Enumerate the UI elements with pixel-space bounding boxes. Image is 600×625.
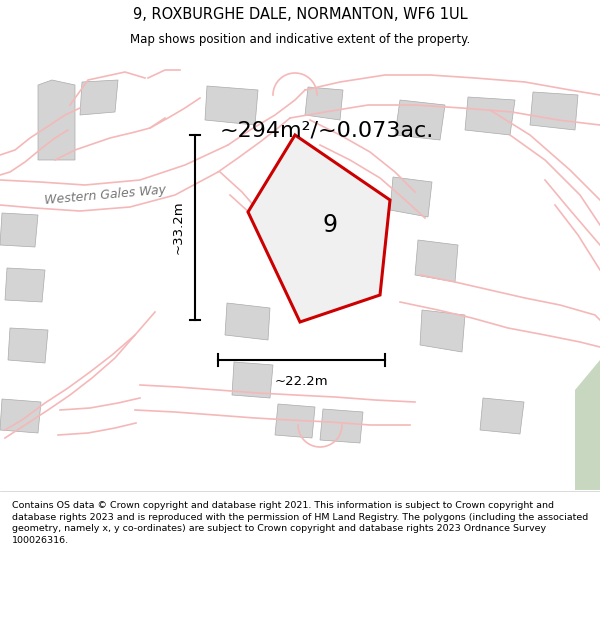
Polygon shape: [480, 398, 524, 434]
Polygon shape: [395, 100, 445, 140]
Text: Western Gales Way: Western Gales Way: [44, 183, 166, 207]
Polygon shape: [232, 362, 273, 398]
Polygon shape: [8, 328, 48, 363]
Text: Contains OS data © Crown copyright and database right 2021. This information is : Contains OS data © Crown copyright and d…: [12, 501, 588, 545]
Text: ~294m²/~0.073ac.: ~294m²/~0.073ac.: [220, 120, 434, 140]
Polygon shape: [305, 87, 343, 120]
Text: Map shows position and indicative extent of the property.: Map shows position and indicative extent…: [130, 32, 470, 46]
Text: ~33.2m: ~33.2m: [172, 201, 185, 254]
Polygon shape: [0, 213, 38, 247]
Polygon shape: [38, 80, 75, 160]
Text: ~22.2m: ~22.2m: [275, 375, 328, 388]
Polygon shape: [5, 268, 45, 302]
Polygon shape: [530, 92, 578, 130]
Polygon shape: [205, 86, 258, 125]
Polygon shape: [0, 399, 41, 433]
Polygon shape: [415, 240, 458, 282]
Polygon shape: [420, 310, 465, 352]
Polygon shape: [575, 360, 600, 490]
Polygon shape: [390, 177, 432, 217]
Polygon shape: [465, 97, 515, 135]
Polygon shape: [248, 135, 390, 322]
Polygon shape: [320, 409, 363, 443]
Polygon shape: [275, 404, 315, 438]
Polygon shape: [80, 80, 118, 115]
Text: 9, ROXBURGHE DALE, NORMANTON, WF6 1UL: 9, ROXBURGHE DALE, NORMANTON, WF6 1UL: [133, 7, 467, 22]
Polygon shape: [225, 303, 270, 340]
Text: 9: 9: [323, 213, 337, 237]
